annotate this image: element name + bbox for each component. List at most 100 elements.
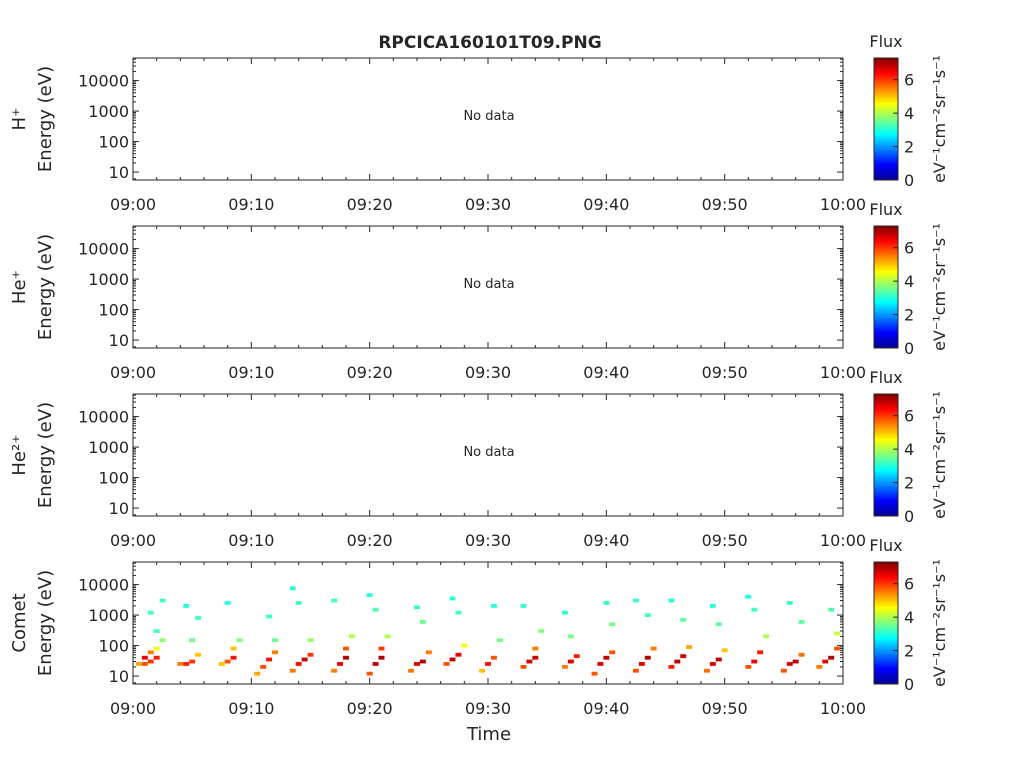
x-tick-label: 09:10 (228, 195, 274, 214)
colorbar: Flux eV⁻¹cm⁻²sr⁻¹s⁻¹ 0 2 4 6 (869, 368, 949, 526)
heatmap-cell (224, 659, 231, 664)
heatmap-cell (745, 664, 752, 669)
heatmap-cell (366, 671, 373, 676)
x-tick-label: 09:40 (583, 531, 629, 550)
heatmap-cell (153, 655, 160, 660)
colorbar-tick-label: 4 (904, 440, 914, 459)
heatmap-cell (816, 664, 823, 669)
y-tick-label: 10000 (78, 408, 129, 427)
heatmap-cell (372, 662, 379, 666)
colorbar-tick-label: 4 (904, 608, 914, 627)
colorbar-tick-label: 6 (904, 575, 914, 594)
heatmap-cell (609, 622, 616, 627)
heatmap-cell (343, 646, 349, 651)
x-tick-label: 10:00 (820, 363, 866, 382)
heatmap-cell (532, 646, 539, 651)
x-tick-label: 09:10 (228, 363, 274, 382)
heatmap-cell (384, 634, 391, 639)
heatmap-cell (496, 638, 503, 643)
heatmap-cell (189, 638, 196, 643)
y-tick-label: 1000 (88, 102, 129, 121)
x-tick-label: 09:20 (347, 363, 393, 382)
heatmap-cell (745, 594, 752, 599)
heatmap-cell (348, 634, 355, 639)
colorbar-tick-label: 4 (904, 272, 914, 291)
x-tick-label: 09:20 (347, 195, 393, 214)
colorbar-unit: eV⁻¹cm⁻²sr⁻¹s⁻¹ (930, 55, 949, 183)
panel-species-label: H⁺ (9, 107, 30, 130)
x-tick-label: 10:00 (820, 531, 866, 550)
colorbar-scale (873, 561, 899, 685)
y-tick-label: 100 (98, 301, 129, 320)
colorbar-label: Flux (869, 200, 902, 219)
heatmap-cell (680, 617, 687, 622)
heatmap-cell (266, 614, 273, 619)
heatmap-cell (159, 638, 166, 643)
heatmap-cell (538, 629, 545, 633)
heatmap-cell (591, 671, 598, 676)
heatmap-cell (798, 619, 805, 624)
heatmap-cell (828, 607, 835, 612)
colorbar: Flux eV⁻¹cm⁻²sr⁻¹s⁻¹ 0 2 4 6 (869, 200, 949, 358)
x-tick-label: 09:30 (465, 531, 511, 550)
colorbar-tick-label: 2 (904, 642, 914, 661)
heatmap-cell (425, 650, 432, 655)
panel-he-plus: He⁺ Energy (eV) No data 09:00 09:10 09:20 0… (9, 200, 949, 382)
colorbar-label: Flux (869, 32, 902, 51)
colorbar-unit: eV⁻¹cm⁻²sr⁻¹s⁻¹ (930, 559, 949, 687)
heatmap-cell (632, 668, 639, 673)
y-tick-label: 10 (109, 163, 129, 182)
heatmap-cell (159, 598, 166, 603)
heatmap-cell (295, 601, 302, 605)
heatmap-cell (230, 646, 237, 651)
y-tick-label: 10000 (78, 240, 129, 259)
heatmap-cell (455, 652, 462, 657)
x-tick-label: 09:00 (110, 363, 156, 382)
heatmap-cell (147, 650, 154, 655)
heatmap-cell (366, 593, 373, 598)
heatmap-cell (224, 601, 231, 605)
panel-species-label: He⁺ (9, 270, 30, 304)
heatmap-cell (378, 646, 385, 651)
x-tick-label: 09:30 (465, 195, 511, 214)
heatmap-cell (526, 659, 533, 664)
heatmap-cell (798, 652, 805, 657)
colorbar-tick-label: 6 (904, 407, 914, 426)
colorbar-unit: eV⁻¹cm⁻²sr⁻¹s⁻¹ (930, 391, 949, 519)
heatmap-cell (609, 650, 616, 655)
panel-ylabel: Energy (eV) (35, 570, 56, 676)
colorbar-tick-label: 0 (904, 507, 914, 526)
x-tick-label: 09:00 (110, 531, 156, 550)
heatmap-cell (686, 645, 693, 649)
heatmap-cell (461, 643, 468, 648)
y-tick-label: 10 (109, 499, 129, 518)
heatmap-cell (520, 603, 527, 608)
heatmap-cell (414, 605, 420, 610)
x-tick-label: 09:30 (465, 699, 511, 718)
heatmap-cell (567, 659, 574, 664)
heatmap-cell (703, 668, 710, 673)
heatmap-cell (709, 603, 716, 608)
heatmap-cell (331, 668, 338, 673)
heatmap-cell (307, 638, 314, 643)
heatmap-cell (644, 613, 651, 617)
heatmap-cell (490, 603, 497, 608)
heatmap-cell (834, 631, 841, 636)
heatmap-cell (644, 655, 651, 660)
heatmap-cell (218, 662, 225, 666)
heatmap-cell (597, 662, 604, 666)
heatmap-cell (408, 668, 415, 673)
y-tick-label: 1000 (88, 606, 129, 625)
heatmap-cell (343, 655, 349, 660)
heatmap-cell (490, 655, 497, 660)
y-tick-label: 100 (98, 637, 129, 656)
colorbar-tick-label: 2 (904, 474, 914, 493)
heatmap-cell (135, 662, 142, 666)
y-tick-label: 1000 (88, 438, 129, 457)
colorbar-scale (873, 393, 899, 517)
heatmap-cell (419, 619, 426, 624)
x-tick-label: 09:50 (702, 363, 748, 382)
heatmap-cell (668, 664, 675, 669)
heatmap-cell (372, 607, 379, 612)
y-tick-label: 100 (98, 133, 129, 152)
